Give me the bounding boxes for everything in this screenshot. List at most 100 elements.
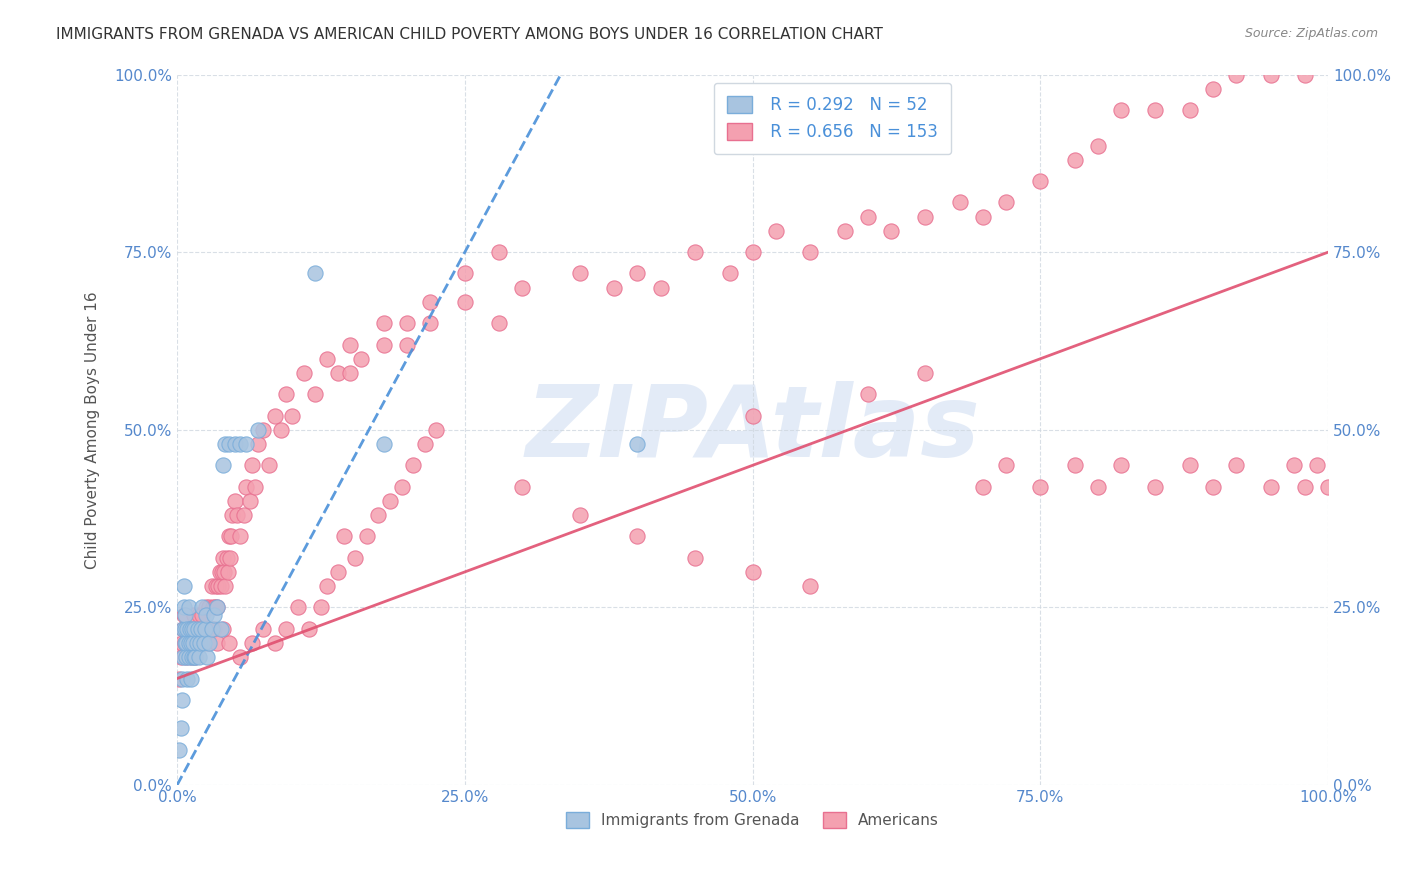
Point [173,607,195,622]
Point [200,622,222,636]
Point [356,529,378,543]
Point [188,636,211,650]
Point [209,579,232,593]
Point [191,600,214,615]
Point [328,366,350,380]
Point [1109,458,1132,473]
Point [214,579,236,593]
Point [568,508,591,522]
Point [1202,81,1225,95]
Point [177,650,200,665]
Point [799,579,821,593]
Point [270,423,292,437]
Point [180,650,202,665]
Point [232,508,254,522]
Point [1282,458,1305,473]
Text: ZIPAtlas: ZIPAtlas [526,381,980,478]
Point [276,622,298,636]
Point [799,245,821,260]
Point [186,636,208,650]
Legend: Immigrants from Grenada, Americans: Immigrants from Grenada, Americans [560,806,945,834]
Point [1202,480,1225,494]
Point [229,529,252,543]
Point [181,636,204,650]
Point [264,636,287,650]
Point [488,316,510,330]
Point [193,636,215,650]
Point [212,458,235,473]
Point [177,636,200,650]
Point [257,458,280,473]
Point [229,437,252,451]
Y-axis label: Child Poverty Among Boys Under 16: Child Poverty Among Boys Under 16 [86,291,100,568]
Point [1260,68,1282,82]
Point [373,337,395,351]
Point [176,622,198,636]
Point [373,437,395,451]
Point [221,508,243,522]
Point [1029,480,1052,494]
Point [200,622,222,636]
Point [202,622,225,636]
Point [304,387,326,401]
Point [225,508,247,522]
Point [212,550,235,565]
Point [1064,153,1087,167]
Point [208,565,231,579]
Point [378,494,401,508]
Point [207,579,229,593]
Point [174,650,197,665]
Point [229,650,252,665]
Point [683,245,706,260]
Point [252,423,274,437]
Point [1144,103,1167,117]
Point [626,529,648,543]
Point [202,607,225,622]
Point [454,294,477,309]
Point [741,409,763,423]
Point [315,579,337,593]
Point [173,579,195,593]
Point [650,281,672,295]
Point [344,550,367,565]
Point [217,565,239,579]
Point [200,579,222,593]
Point [188,636,211,650]
Point [174,622,197,636]
Point [1225,458,1247,473]
Point [198,600,221,615]
Point [181,622,204,636]
Point [1317,480,1340,494]
Point [170,693,193,707]
Point [914,366,936,380]
Point [1087,138,1109,153]
Point [373,316,395,330]
Point [1178,103,1201,117]
Point [177,636,200,650]
Point [224,437,246,451]
Point [339,337,361,351]
Point [512,480,534,494]
Point [1225,68,1247,82]
Point [172,622,194,636]
Point [246,437,269,451]
Point [187,622,209,636]
Point [1178,458,1201,473]
Point [183,622,205,636]
Point [190,622,212,636]
Point [298,622,321,636]
Point [170,636,193,650]
Point [856,210,879,224]
Point [187,650,209,665]
Point [174,636,197,650]
Point [994,195,1017,210]
Point [187,607,209,622]
Point [315,351,337,366]
Point [1305,458,1327,473]
Point [235,480,257,494]
Point [174,636,197,650]
Point [194,607,217,622]
Point [184,650,207,665]
Point [207,600,229,615]
Point [174,636,197,650]
